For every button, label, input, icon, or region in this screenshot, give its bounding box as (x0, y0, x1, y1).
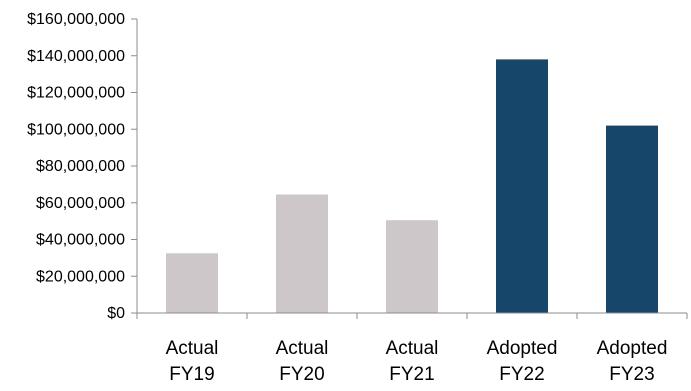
y-axis: $0 $20,000,000 $40,000,000 $60,000,000 $80,0… (27, 11, 138, 322)
x-tick-label-line1: Adopted (487, 338, 558, 359)
x-tick-label: Adopted FY22 (487, 338, 558, 385)
y-tick-label: $80,000,000 (36, 158, 125, 175)
x-tick-label: Adopted FY23 (597, 338, 668, 385)
x-tick-label-line1: Actual (276, 338, 329, 359)
bar (166, 253, 218, 313)
x-tick-label-line2: FY22 (499, 364, 544, 385)
y-tick-label: $20,000,000 (36, 268, 125, 285)
y-tick-label: $60,000,000 (36, 195, 125, 212)
bar (276, 194, 328, 313)
bar (496, 59, 548, 314)
x-tick-label-line2: FY19 (169, 364, 214, 385)
y-tick-label: $100,000,000 (27, 121, 125, 138)
x-tick-label: Actual FY20 (276, 338, 329, 385)
y-tick-label: $120,000,000 (27, 85, 125, 102)
y-tick-label: $40,000,000 (36, 232, 125, 249)
x-tick-label: Actual FY19 (166, 338, 219, 385)
bar (386, 220, 438, 313)
y-tick-label: $160,000,000 (27, 11, 125, 28)
x-tick-label-line1: Actual (386, 338, 439, 359)
y-tick-label: $140,000,000 (27, 48, 125, 65)
x-tick-label-line2: FY20 (279, 364, 324, 385)
x-tick-label: Actual FY21 (386, 338, 439, 385)
x-tick-label-line1: Adopted (597, 338, 668, 359)
bar (606, 125, 658, 313)
y-tick-label: $0 (107, 305, 125, 322)
x-tick-label-line1: Actual (166, 338, 219, 359)
x-tick-label-line2: FY23 (609, 364, 654, 385)
bars (166, 59, 658, 314)
x-tick-label-line2: FY21 (389, 364, 434, 385)
x-axis: Actual FY19 Actual FY20 Actual FY21 Adopted FY2… (136, 312, 688, 385)
